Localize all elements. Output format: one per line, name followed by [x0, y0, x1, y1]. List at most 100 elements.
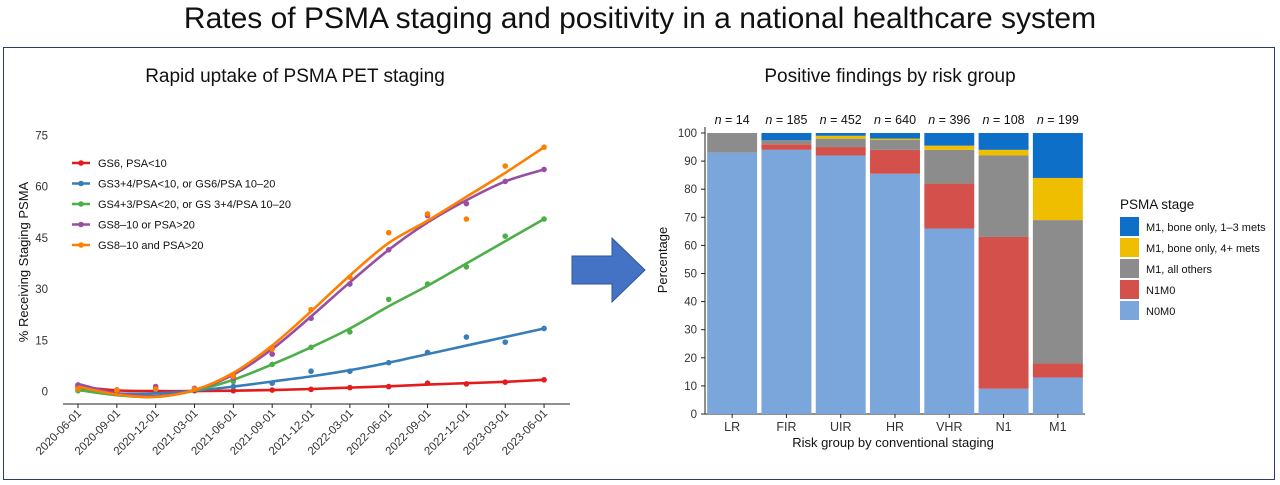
legend-label: GS3+4/PSA<10, or GS6/PSA 10–20 — [98, 179, 275, 191]
line-chart-y-label: % Receiving Staging PSMA — [16, 181, 31, 342]
data-point — [502, 163, 509, 169]
data-point — [152, 386, 159, 392]
data-point — [308, 306, 314, 313]
bar-segment — [761, 140, 812, 145]
x-tick-label: UIR — [830, 420, 852, 434]
data-point — [269, 387, 275, 393]
bar-segment — [1032, 363, 1083, 378]
bar-segment — [761, 133, 812, 141]
data-point — [424, 380, 431, 386]
y-tick-label: 70 — [684, 212, 697, 224]
x-tick-label: VHR — [936, 420, 962, 434]
n-label: n = 452 — [820, 113, 862, 127]
bar-segment — [924, 145, 975, 150]
bar-chart-legend: M1, bone only, 1–3 mets M1, bone only, 4+… — [1120, 217, 1266, 320]
bar-segment — [761, 149, 812, 415]
bar-segment — [978, 149, 1029, 156]
y-tick-label: 10 — [684, 381, 697, 393]
line-chart: 015304560752020-06-012020-09-012020-12-0… — [34, 130, 570, 458]
y-tick-label: 40 — [684, 297, 697, 309]
data-point — [230, 383, 237, 390]
data-point — [502, 178, 509, 185]
data-point — [308, 344, 314, 351]
y-tick-label: 20 — [684, 353, 697, 365]
data-point — [541, 144, 547, 151]
bar-segment — [978, 236, 1029, 389]
legend-label: M1, all others — [1146, 264, 1213, 276]
legend-title: PSMA stage — [1120, 197, 1194, 212]
y-tick-label: 60 — [684, 240, 697, 252]
data-point — [541, 325, 547, 332]
bar-segment — [924, 133, 975, 146]
bar-LR — [707, 133, 758, 415]
figure-frame — [3, 47, 1275, 480]
legend-label: N1M0 — [1146, 285, 1175, 297]
data-point — [541, 166, 547, 173]
data-point — [502, 379, 509, 385]
data-point — [230, 387, 237, 394]
legend-swatch — [1120, 238, 1139, 257]
legend-swatch — [1120, 217, 1139, 236]
y-tick-label: 75 — [35, 130, 48, 142]
legend-swatch — [1120, 259, 1139, 278]
legend-label: N0M0 — [1146, 306, 1175, 318]
legend-swatch-point — [78, 221, 84, 228]
data-point — [308, 386, 314, 393]
legend-swatch-point — [78, 160, 84, 166]
y-tick-label: 30 — [684, 325, 697, 337]
data-point — [75, 386, 81, 392]
legend-swatch-point — [78, 180, 84, 187]
x-tick-label: LR — [724, 420, 740, 434]
arrow-icon — [571, 236, 646, 304]
y-tick-label: 100 — [678, 128, 697, 140]
series-line — [77, 327, 545, 396]
legend-swatch-point — [78, 242, 84, 248]
data-point — [385, 383, 392, 390]
data-point — [230, 373, 237, 380]
legend-swatch-point — [78, 201, 84, 207]
data-point — [269, 380, 275, 386]
series-0 — [75, 376, 547, 394]
bar-segment — [815, 138, 866, 148]
y-tick-label: 45 — [35, 233, 48, 245]
data-point — [385, 296, 392, 303]
data-point — [385, 229, 392, 236]
bar-chart-x-label: Risk group by conventional staging — [792, 435, 994, 450]
data-point — [347, 281, 353, 287]
data-point — [347, 368, 353, 375]
data-point — [463, 264, 470, 270]
n-label: n = 108 — [983, 113, 1025, 127]
n-label: n = 185 — [765, 113, 807, 127]
data-point — [463, 334, 470, 340]
data-point — [308, 368, 314, 375]
data-point — [114, 387, 120, 393]
data-point — [385, 359, 392, 366]
y-tick-label: 80 — [684, 184, 697, 196]
bar-FIR — [761, 133, 812, 415]
bar-HR — [870, 133, 920, 414]
bar-segment — [924, 228, 975, 414]
data-point — [269, 361, 275, 368]
bar-segment — [870, 149, 920, 174]
bar-segment — [815, 155, 866, 415]
y-tick-label: 60 — [35, 182, 48, 194]
data-point — [308, 315, 314, 322]
data-point — [463, 216, 470, 222]
legend-swatch — [1120, 280, 1139, 299]
data-point — [541, 216, 547, 222]
x-tick-label: M1 — [1049, 420, 1066, 434]
y-tick-label: 0 — [42, 387, 48, 399]
data-point — [502, 339, 509, 345]
y-tick-label: 90 — [684, 156, 697, 168]
bar-segment — [1032, 220, 1083, 364]
data-point — [347, 274, 353, 280]
data-point — [463, 381, 470, 387]
bar-segment — [707, 152, 758, 415]
data-point — [502, 233, 509, 239]
legend-label: M1, bone only, 4+ mets — [1146, 243, 1260, 255]
legend-label: GS6, PSA<10 — [98, 158, 167, 170]
n-label: n = 640 — [874, 113, 916, 127]
bar-segment — [978, 388, 1029, 414]
y-tick-label: 0 — [691, 409, 697, 421]
